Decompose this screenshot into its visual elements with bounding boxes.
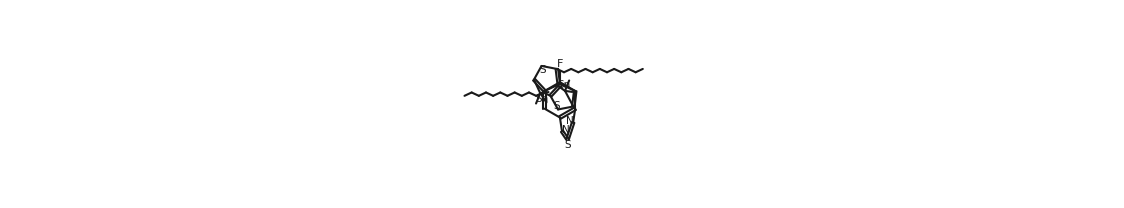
Text: Sn: Sn — [536, 94, 549, 104]
Text: S: S — [554, 101, 560, 111]
Text: N: N — [565, 116, 573, 126]
Text: F: F — [556, 59, 563, 69]
Text: S: S — [564, 140, 571, 150]
Text: S: S — [540, 65, 546, 75]
Text: N: N — [562, 125, 570, 135]
Text: Sn: Sn — [558, 80, 571, 90]
